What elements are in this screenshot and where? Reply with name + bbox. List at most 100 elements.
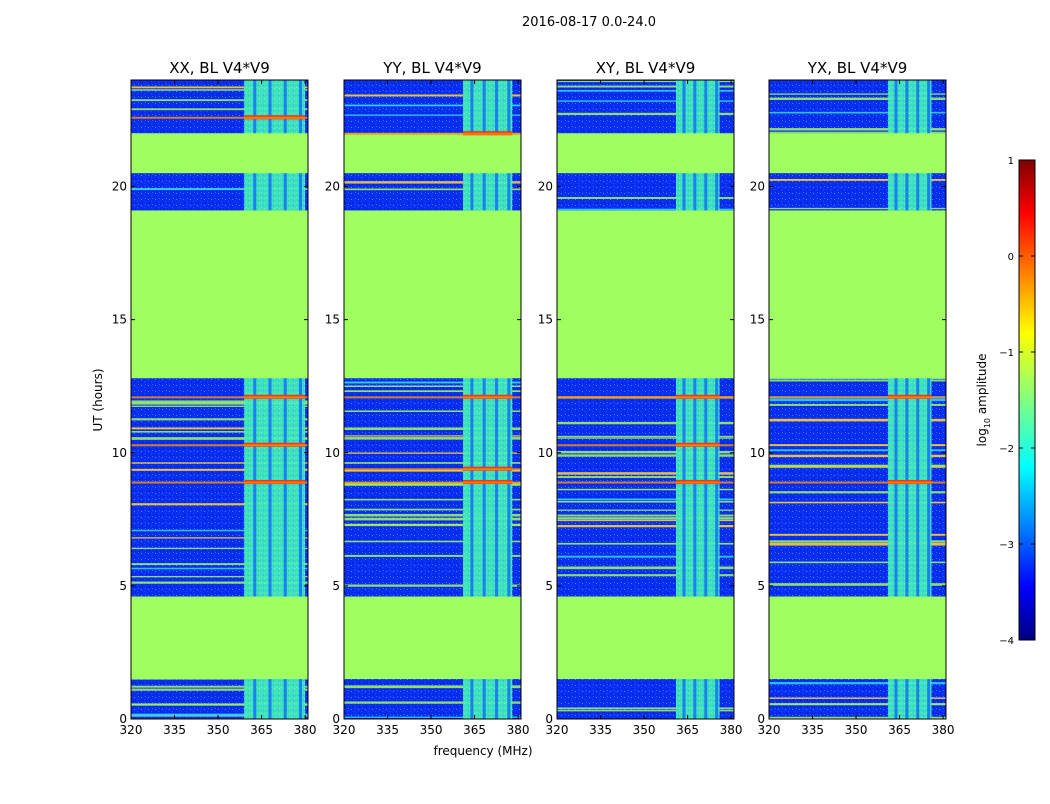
rfi-streak (769, 178, 946, 181)
rfi-streak (557, 566, 734, 570)
y-tick-label: 15 (325, 313, 340, 327)
panel-frame (556, 79, 735, 720)
hot-line (344, 396, 521, 399)
rfi-streak (557, 208, 734, 211)
rfi-streak (769, 540, 946, 543)
panel-frame (130, 79, 309, 720)
x-tick-label: 335 (801, 723, 824, 737)
hot-line (344, 468, 521, 471)
x-tick-label: 350 (207, 723, 230, 737)
rfi-streak (557, 519, 734, 522)
colorbar-tick-label: −1 (999, 348, 1014, 359)
rfi-streak (557, 85, 734, 88)
figure-suptitle: 2016-08-17 0.0-24.0 (522, 15, 656, 30)
rfi-streak (557, 437, 734, 439)
rfi-streak (344, 523, 521, 527)
rfi-streak (769, 128, 946, 131)
band-stripe (916, 80, 920, 719)
rfi-streak (344, 540, 521, 543)
rfi-streak (131, 468, 308, 471)
colorbar-label-suffix: amplitude (975, 354, 989, 418)
band-stripe (693, 80, 697, 719)
rfi-streak (557, 454, 734, 457)
rfi-streak (344, 508, 521, 511)
heatmap-image (131, 80, 308, 719)
rfi-streak (344, 381, 521, 384)
hot-line (131, 396, 308, 399)
rfi-streak (344, 469, 521, 472)
rfi-streak (344, 114, 521, 116)
x-tick-label: 365 (888, 723, 911, 737)
band-stripe (905, 80, 909, 719)
rfi-streak (557, 542, 734, 545)
rfi-streak (344, 188, 521, 191)
colorbar-tick-label: 0 (1008, 252, 1014, 263)
flagged-region (769, 596, 946, 680)
rfi-streak (344, 181, 521, 184)
flagged-region (557, 596, 734, 680)
rfi-streak (131, 503, 308, 506)
rfi-streak (769, 444, 946, 447)
rfi-streak (131, 437, 308, 440)
y-tick-label: 10 (538, 446, 553, 460)
x-tick-label: 365 (463, 723, 486, 737)
y-tick-label: 10 (112, 446, 127, 460)
x-tick-label: 365 (250, 723, 273, 737)
colorbar-ticks: 1 0 −1 −2 −3 −4 (999, 156, 1035, 647)
rfi-streak (557, 100, 734, 102)
x-axis-label: frequency (MHz) (433, 744, 532, 758)
panel-title: XY, BL V4*V9 (596, 59, 696, 77)
rfi-streak (344, 716, 521, 718)
rfi-streak (769, 464, 946, 467)
y-tick-label: 15 (750, 313, 765, 327)
rfi-streak (557, 80, 734, 83)
rfi-streak (131, 537, 308, 539)
rfi-streak (769, 561, 946, 564)
x-tick-label: 320 (120, 723, 143, 737)
hot-line (131, 481, 308, 484)
colorbar-tick-label: −3 (999, 540, 1014, 551)
rfi-streak (557, 498, 734, 501)
panel-frame (768, 79, 947, 720)
band-stripe (507, 80, 511, 719)
flagged-region (769, 133, 946, 174)
rfi-streak (131, 563, 308, 566)
rfi-streak (344, 385, 521, 388)
rfi-streak (557, 435, 734, 438)
rfi-streak (557, 517, 734, 520)
rfi-streak (344, 685, 521, 687)
heatmap-image (344, 80, 521, 719)
flagged-region (131, 210, 308, 379)
x-tick-label: 335 (376, 723, 399, 737)
rfi-streak (557, 509, 734, 511)
panel-title: XX, BL V4*V9 (169, 59, 270, 77)
rfi-streak (131, 575, 308, 578)
band-stripe (894, 80, 898, 719)
band-stripe (268, 80, 272, 719)
rfi-streak (131, 462, 308, 464)
colorbar: 10−1−2−3−4 log10 amplitude (975, 156, 1036, 647)
rfi-streak (769, 131, 946, 134)
band-stripe (704, 80, 708, 719)
x-tick-label: 320 (333, 723, 356, 737)
rfi-streak (557, 421, 734, 425)
y-tick-label: 10 (325, 446, 340, 460)
x-tick-label: 380 (294, 723, 317, 737)
flagged-region (344, 210, 521, 379)
band-stripe (299, 80, 303, 719)
panel-4: YX, BL V4*V9 320 335 350 365 380 0 5 10 15 20 (750, 59, 955, 737)
hot-line (557, 481, 734, 484)
rfi-streak (557, 89, 734, 92)
rfi-streak (557, 196, 734, 199)
hot-line (344, 132, 521, 135)
rfi-streak (769, 111, 946, 114)
rfi-streak (557, 709, 734, 712)
colorbar-label-sub: 10 (983, 418, 992, 428)
panel-3: XY, BL V4*V9 320 335 350 365 380 0 5 10 15 20 (538, 59, 743, 737)
rfi-streak (769, 716, 946, 719)
rfi-streak (557, 500, 734, 503)
hot-line (344, 481, 521, 484)
colorbar-gradient (1018, 159, 1036, 641)
y-axis-label: UT (hours) (91, 368, 105, 431)
x-tick-label: 350 (420, 723, 443, 737)
